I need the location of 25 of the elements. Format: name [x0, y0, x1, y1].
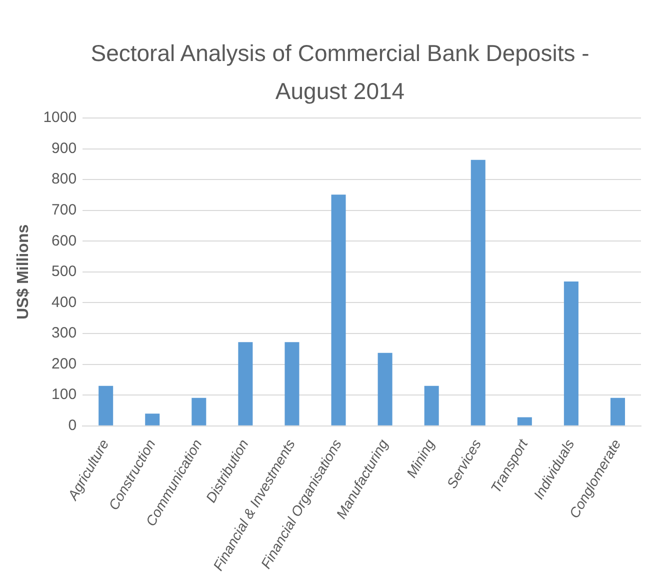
bar — [98, 386, 114, 426]
y-tick-label: 1000 — [43, 109, 77, 126]
y-tick-label: 800 — [52, 170, 77, 188]
bar — [238, 342, 253, 426]
y-tick-label: 500 — [52, 263, 77, 280]
y-axis-title: US$ Millions — [15, 224, 32, 320]
bar — [517, 417, 532, 426]
bar — [192, 398, 206, 426]
bar — [610, 398, 625, 426]
y-tick-label: 0 — [68, 417, 77, 434]
y-tick-label: 700 — [52, 202, 77, 219]
chart-title: Sectoral Analysis of Commercial Bank Deposits - August 2014 — [90, 39, 590, 106]
bar — [564, 281, 578, 426]
y-tick-label: 900 — [52, 140, 77, 157]
bar — [424, 386, 439, 426]
bar — [378, 352, 392, 426]
y-tick-label: 100 — [52, 386, 77, 404]
y-tick-label: 200 — [52, 355, 77, 372]
y-tick-label: 600 — [52, 232, 77, 250]
bar — [331, 194, 346, 426]
y-tick-label: 300 — [52, 324, 77, 342]
bar — [470, 160, 486, 426]
bar — [145, 414, 160, 426]
y-tick-label: 400 — [52, 294, 77, 311]
bar — [284, 342, 300, 426]
